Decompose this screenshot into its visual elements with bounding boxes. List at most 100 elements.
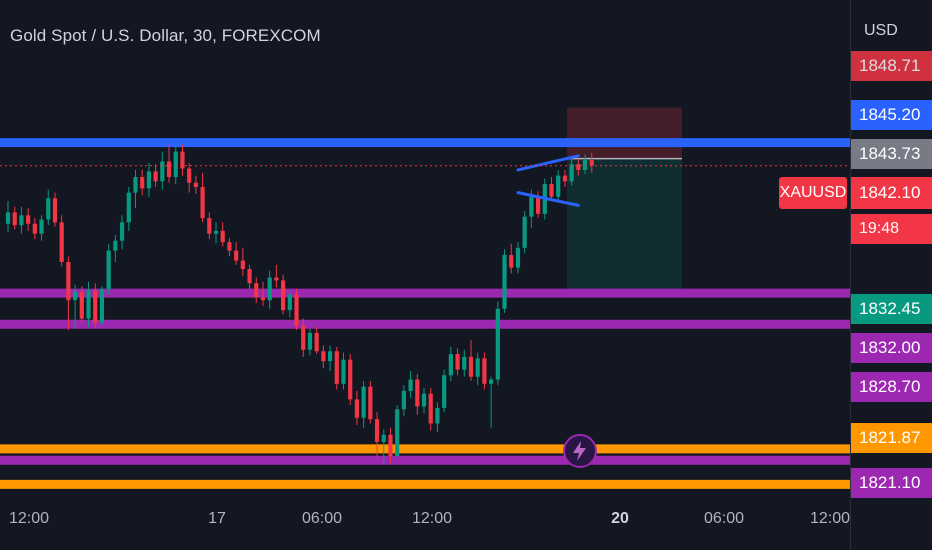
candle — [86, 281, 91, 328]
candle-body — [348, 359, 353, 400]
candle — [227, 237, 232, 257]
chart-title: Gold Spot / U.S. Dollar, 30, FOREXCOM — [10, 26, 321, 45]
candle-body — [529, 196, 534, 217]
candle — [576, 158, 581, 176]
candle-body — [334, 351, 339, 384]
candle-body — [448, 354, 453, 376]
price-tag: 1845.20 — [851, 100, 932, 130]
time-label: 12:00 — [809, 510, 851, 527]
candle-body — [462, 356, 467, 370]
candle-body — [576, 164, 581, 170]
candle — [213, 222, 219, 244]
candlesticks — [5, 144, 594, 465]
candle-body — [213, 230, 219, 234]
candle — [475, 352, 480, 386]
candle-body — [46, 198, 51, 220]
take-profit-zone — [567, 158, 682, 289]
candle — [153, 164, 158, 187]
candle-body — [240, 260, 245, 270]
candle — [247, 264, 252, 289]
candle-body — [321, 351, 326, 362]
candle — [99, 286, 105, 326]
candle-body — [274, 277, 279, 281]
candle — [562, 169, 568, 187]
candle — [234, 242, 239, 265]
candle-body — [173, 151, 178, 178]
symbol-tag: XAUUSD — [779, 177, 847, 209]
candle-body — [361, 386, 366, 418]
candle — [334, 346, 339, 390]
price-tag: 1843.73 — [851, 139, 932, 169]
candle — [395, 405, 400, 459]
candle — [549, 177, 554, 202]
candle — [361, 380, 366, 428]
candle-body — [368, 386, 373, 420]
wedge-pattern — [516, 154, 580, 207]
candle — [448, 346, 453, 381]
candle-body — [294, 294, 299, 326]
candle — [274, 264, 279, 288]
candle — [133, 169, 138, 209]
candle — [113, 235, 118, 262]
candle-body — [515, 247, 521, 268]
candle — [301, 318, 306, 357]
candle-body — [569, 164, 574, 182]
candle — [435, 402, 440, 432]
candle-body — [522, 216, 527, 248]
candle-body — [314, 332, 319, 352]
candle-body — [227, 242, 232, 251]
candle — [73, 284, 78, 329]
candle — [26, 208, 31, 231]
candle-body — [287, 294, 292, 311]
candle — [281, 274, 286, 315]
candle — [401, 385, 406, 417]
candle — [287, 290, 292, 318]
candle-body — [535, 196, 541, 214]
price-tag: 1848.71 — [851, 51, 932, 81]
candle-body — [19, 215, 24, 226]
candle — [509, 243, 514, 274]
candle-body — [421, 393, 427, 407]
candle-body — [66, 261, 71, 301]
candle — [388, 427, 393, 464]
bar-countdown: 19:48 — [851, 214, 932, 244]
candle-body — [193, 182, 198, 187]
candle — [39, 215, 44, 241]
candle — [408, 371, 413, 398]
candle — [368, 380, 373, 424]
candle-body — [234, 250, 239, 261]
candle-body — [133, 177, 138, 193]
candle — [59, 215, 64, 267]
candle-body — [301, 325, 306, 350]
candle-body — [489, 379, 494, 384]
currency-label[interactable]: USD — [864, 22, 898, 39]
candle-body — [93, 290, 98, 323]
candle-body — [455, 354, 460, 370]
candle — [341, 352, 346, 390]
candle — [106, 243, 111, 295]
price-tag: 1842.10 — [851, 177, 932, 209]
candle — [66, 256, 71, 330]
price-tag: 1832.00 — [851, 333, 932, 363]
candle-body — [207, 218, 212, 234]
price-tag: 1828.70 — [851, 372, 932, 402]
candle — [489, 376, 494, 428]
candle — [220, 222, 225, 247]
candle — [522, 211, 527, 254]
candle-body — [442, 375, 447, 408]
candle — [119, 215, 125, 250]
candle — [160, 151, 165, 190]
candle-body — [153, 171, 158, 182]
time-label: 17 — [208, 510, 226, 527]
candle-body — [39, 219, 44, 234]
candle — [354, 390, 360, 425]
candle-body — [408, 379, 413, 391]
candle — [495, 301, 500, 386]
candle — [173, 144, 178, 185]
lightning-icon[interactable] — [563, 434, 597, 468]
candle — [428, 388, 433, 431]
candle-body — [341, 359, 346, 384]
candle — [374, 412, 380, 458]
time-label: 12:00 — [411, 510, 453, 527]
